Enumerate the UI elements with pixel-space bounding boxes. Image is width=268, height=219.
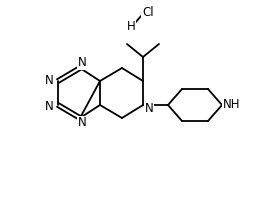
Text: N: N — [45, 74, 53, 87]
Text: N: N — [78, 57, 86, 69]
Text: Cl: Cl — [142, 5, 154, 18]
Text: H: H — [126, 19, 135, 32]
Text: NH: NH — [223, 99, 241, 111]
Text: N: N — [45, 99, 53, 113]
Text: N: N — [145, 102, 153, 115]
Text: N: N — [78, 117, 86, 129]
